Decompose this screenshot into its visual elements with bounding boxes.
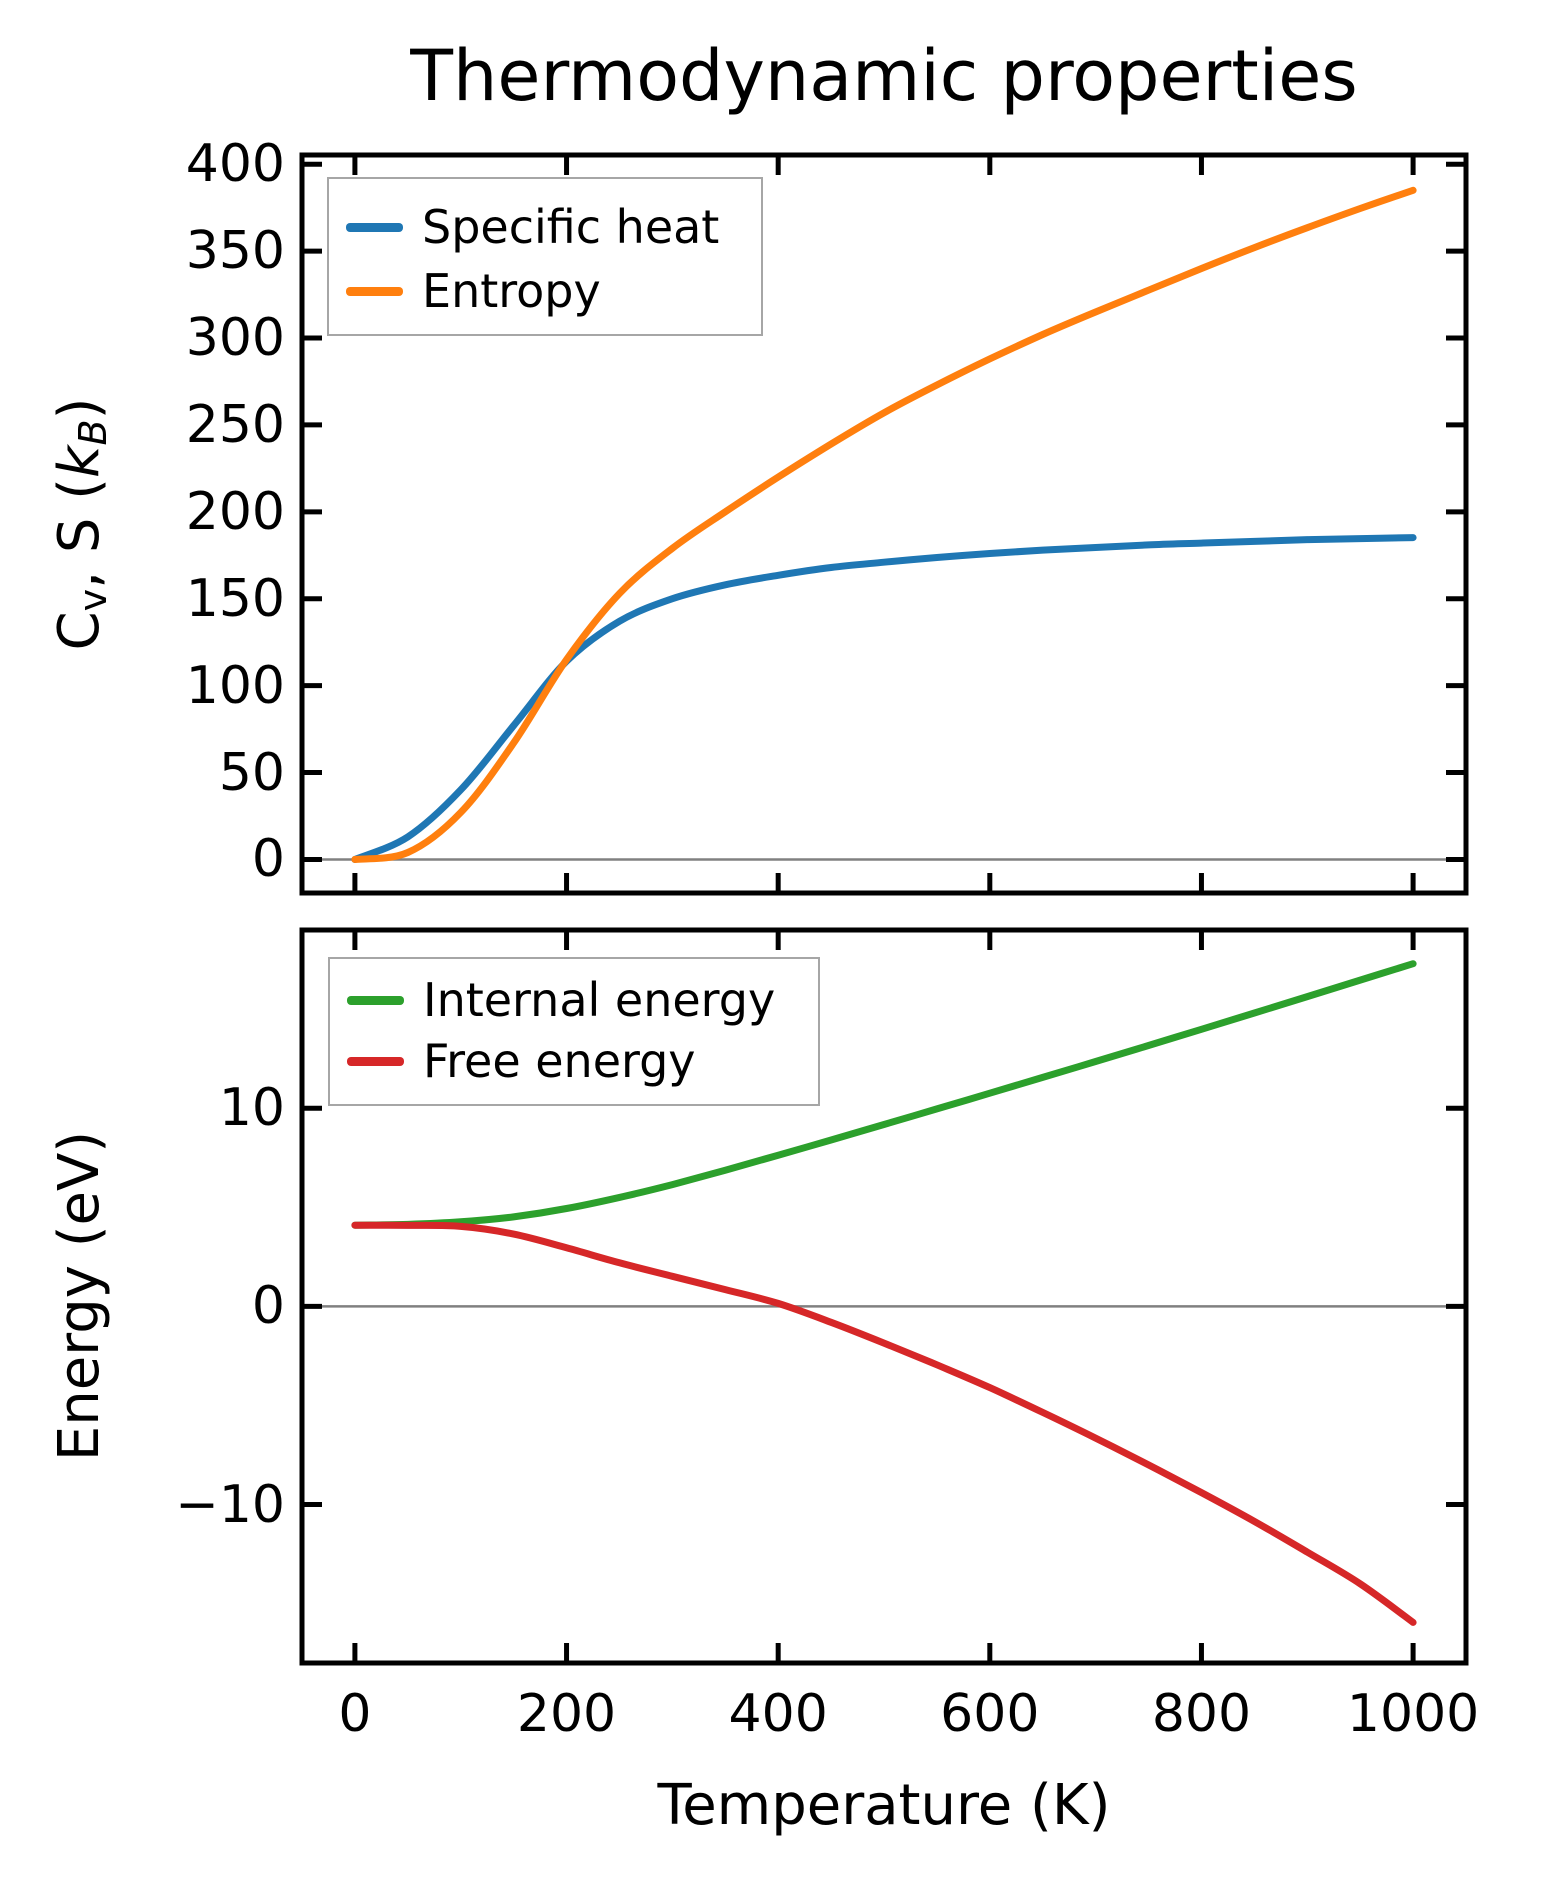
- series-line-specific-heat: [351, 534, 1417, 863]
- legend: Specific heat Entropy: [327, 177, 763, 336]
- ylabel-k-sub: B: [71, 419, 116, 446]
- y-axis-label-bottom: Energy (eV): [47, 1130, 112, 1462]
- y-tick-label: 0: [251, 1276, 285, 1337]
- y-tick-label: 200: [185, 481, 285, 542]
- legend-label: Specific heat: [422, 199, 720, 254]
- series-line-free-energy: [351, 1221, 1417, 1626]
- series-line-internal-energy: [351, 960, 1417, 1229]
- ylabel-close: ): [47, 397, 112, 420]
- y-tick-label: 250: [185, 394, 285, 455]
- x-tick-label: 800: [1151, 1684, 1252, 1744]
- y-tick-label: −10: [175, 1474, 285, 1535]
- ylabel-cv-sub: v: [71, 588, 116, 612]
- ylabel-cv: C: [47, 611, 112, 651]
- y-tick-label: 350: [185, 221, 285, 282]
- y-tick-label: 400: [185, 134, 285, 195]
- legend-label: Free energy: [423, 1034, 696, 1089]
- y-tick-label: 50: [218, 742, 285, 803]
- axes-spines: [299, 152, 1469, 896]
- legend-item-specific-heat: Specific heat: [329, 195, 761, 259]
- ylabel-mid: , S (: [47, 477, 112, 589]
- x-tick-label: 600: [940, 1684, 1040, 1744]
- figure-title: Thermodynamic properties: [410, 35, 1358, 117]
- legend-label: Internal energy: [423, 973, 776, 1028]
- x-tick-label: 400: [728, 1684, 828, 1744]
- legend-label: Entropy: [422, 263, 601, 318]
- series-line-entropy: [351, 186, 1417, 863]
- legend-swatch-specific-heat: [346, 222, 403, 232]
- x-tick-label: 1000: [1346, 1684, 1480, 1744]
- x-tick-label: 200: [516, 1684, 617, 1744]
- y-axis-label-top: Cv, S (kB): [47, 398, 115, 651]
- x-axis-label: Temperature (K): [657, 1773, 1111, 1838]
- legend-item-free-energy: Free energy: [330, 1031, 818, 1092]
- x-tick-label: 0: [338, 1684, 372, 1744]
- legend-swatch-free-energy: [347, 1057, 404, 1066]
- y-tick-label: 300: [185, 308, 285, 369]
- y-tick-label: 0: [251, 829, 285, 890]
- legend-swatch-internal-energy: [347, 996, 404, 1005]
- legend-item-entropy: Entropy: [329, 259, 761, 323]
- axes-spines: [299, 927, 1469, 1666]
- y-tick-label: 10: [218, 1078, 285, 1139]
- legend: Internal energy Free energy: [328, 957, 820, 1106]
- legend-swatch-entropy: [346, 286, 403, 296]
- ylabel-k: k: [47, 445, 112, 478]
- y-tick-label: 150: [185, 568, 285, 629]
- y-tick-label: 100: [185, 655, 285, 716]
- legend-item-internal-energy: Internal energy: [330, 970, 818, 1031]
